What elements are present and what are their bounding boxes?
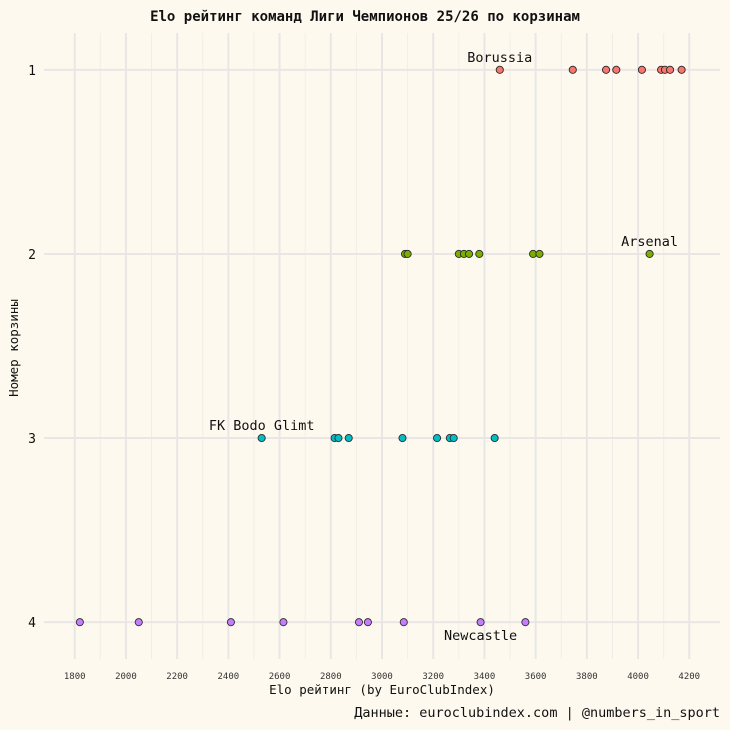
data-point [637,65,646,74]
annotations: Borussia Arsenal FK Bodo Glimt Newcastle [209,50,678,644]
data-point [433,434,442,443]
data-point [677,65,686,74]
y-tick-label: 1 [28,64,36,79]
data-point [134,618,143,627]
data-point [521,618,530,627]
data-point [495,65,504,74]
data-point [344,434,353,443]
grid-lines [44,33,720,659]
x-tick-label: 3800 [576,672,598,682]
data-points [75,65,686,627]
x-tick-label: 2600 [269,672,291,682]
data-point [398,434,407,443]
y-axis-ticks: 1 2 3 4 [28,64,36,631]
data-point [279,618,288,627]
x-tick-label: 2800 [320,672,342,682]
y-axis-label: Номер корзины [6,299,21,397]
data-point [449,434,458,443]
x-tick-label: 4000 [627,672,649,682]
x-tick-label: 4200 [678,672,700,682]
data-point [226,618,235,627]
x-axis-ticks: 1800 2000 2200 2400 2600 2800 3000 3200 3400 3600… [64,672,700,682]
data-point [257,434,266,443]
data-point [490,434,499,443]
annotation-label: Borussia [467,50,532,66]
x-axis-label: Elo рейтинг (by EuroClubIndex) [269,682,495,697]
data-point [334,434,343,443]
chart-title: Elo рейтинг команд Лиги Чемпионов 25/26 … [150,9,580,25]
data-point [645,249,654,258]
annotation-label: Newcastle [444,628,517,644]
data-point [465,249,474,258]
x-tick-label: 2000 [115,672,137,682]
x-tick-label: 3200 [422,672,444,682]
data-point [475,249,484,258]
data-point [476,618,485,627]
x-tick-label: 2400 [218,672,240,682]
x-tick-label: 2200 [166,672,188,682]
x-tick-label: 3000 [371,672,393,682]
data-point [602,65,611,74]
y-tick-label: 2 [28,248,36,263]
annotation-label: Arsenal [621,234,678,250]
y-tick-label: 4 [28,616,36,631]
y-tick-label: 3 [28,432,36,447]
annotation-label: FK Bodo Glimt [209,418,315,434]
x-tick-label: 3600 [525,672,547,682]
x-tick-label: 1800 [64,672,86,682]
data-point [612,65,621,74]
data-point [666,65,675,74]
x-tick-label: 3400 [474,672,496,682]
data-point [399,618,408,627]
data-point [403,249,412,258]
data-point [363,618,372,627]
data-point [354,618,364,627]
caption: Данные: euroclubindex.com | @numbers_in_… [354,705,720,721]
data-point [75,618,84,627]
data-point [535,249,544,258]
data-point [568,65,577,74]
